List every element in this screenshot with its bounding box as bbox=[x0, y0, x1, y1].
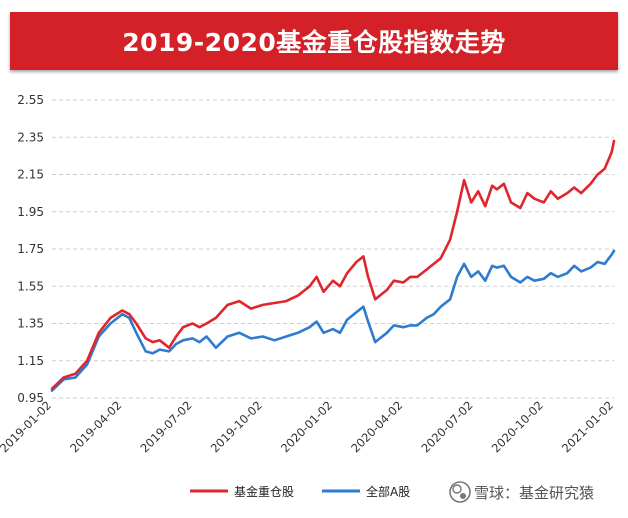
legend: 基金重仓股 全部A股 bbox=[190, 484, 410, 499]
snowball-logo-icon bbox=[449, 481, 471, 503]
watermark-text: 雪球：基金研究猿 bbox=[474, 484, 594, 502]
series-line-all-a bbox=[50, 249, 616, 392]
gridlines bbox=[52, 99, 614, 399]
watermark: 雪球：基金研究猿 bbox=[449, 481, 594, 503]
series-group bbox=[50, 139, 616, 392]
x-tick-label: 2020-04-02 bbox=[348, 398, 405, 455]
y-tick-label: 2.35 bbox=[17, 130, 44, 144]
y-tick-label: 1.75 bbox=[17, 242, 44, 256]
x-tick-label: 2019-01-02 bbox=[0, 398, 54, 455]
x-axis: 2019-01-02 2019-04-02 2019-07-02 2019-10-02… bbox=[0, 398, 616, 455]
x-tick-label: 2020-07-02 bbox=[418, 398, 475, 455]
legend-label-fund: 基金重仓股 bbox=[234, 484, 294, 499]
series-line-fund bbox=[50, 139, 616, 391]
y-tick-label: 0.95 bbox=[17, 391, 44, 405]
x-tick-label: 2021-01-02 bbox=[559, 398, 616, 455]
legend-label-all-a: 全部A股 bbox=[366, 484, 410, 499]
x-tick-label: 2019-10-02 bbox=[208, 398, 265, 455]
chart-title: 2019-2020基金重仓股指数走势 bbox=[122, 28, 506, 57]
y-tick-label: 1.95 bbox=[17, 205, 44, 219]
x-tick-label: 2020-10-02 bbox=[489, 398, 546, 455]
y-tick-label: 1.55 bbox=[17, 279, 44, 293]
y-tick-label: 1.35 bbox=[17, 317, 44, 331]
y-tick-label: 2.15 bbox=[17, 168, 44, 182]
y-axis: 2.55 2.35 2.15 1.95 1.75 1.55 1.35 1.15 0.95 bbox=[17, 93, 44, 405]
x-tick-label: 2019-07-02 bbox=[137, 398, 194, 455]
x-tick-label: 2019-04-02 bbox=[67, 398, 124, 455]
y-tick-label: 2.55 bbox=[17, 93, 44, 107]
title-banner: 2019-2020基金重仓股指数走势 bbox=[10, 12, 618, 70]
x-tick-label: 2020-01-02 bbox=[278, 398, 335, 455]
y-tick-label: 1.15 bbox=[17, 354, 44, 368]
